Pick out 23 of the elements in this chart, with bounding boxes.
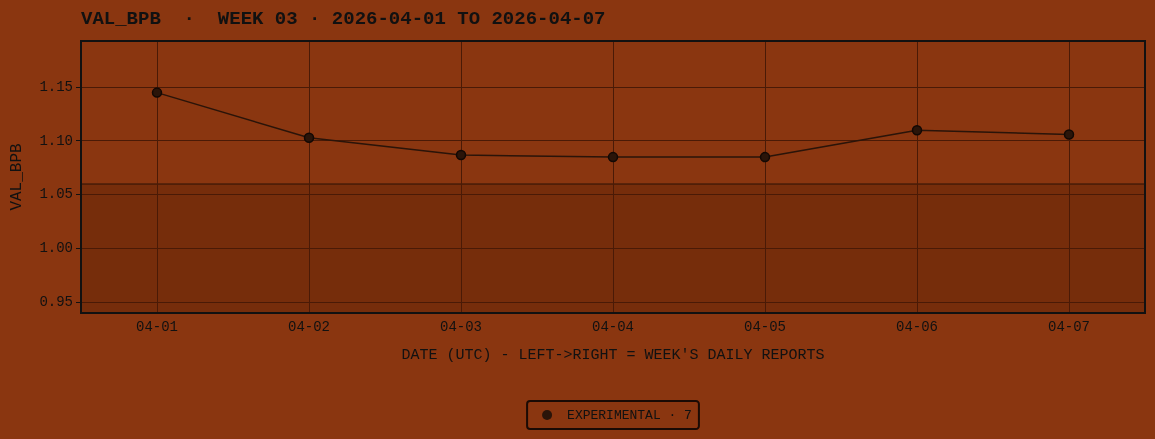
y-tick-label: 1.15 [39, 78, 73, 95]
y-tick-label: 1.00 [39, 240, 73, 257]
point [151, 87, 163, 98]
x-tick-label: 04-03 [439, 319, 483, 336]
y-axis-title: VAL_BPB [7, 143, 26, 211]
point [303, 132, 315, 144]
chart-title: VAL_BPB · WEEK 03 · 2026-04-01 TO 2026-04-07 [81, 7, 606, 30]
y-tick-label: 1.05 [39, 186, 73, 203]
point [607, 151, 619, 163]
x-tick-label: 04-07 [1047, 319, 1091, 336]
y-tick-label: 1.10 [39, 132, 73, 149]
x-tick-label: 04-05 [743, 319, 787, 336]
x-tick-label: 04-06 [895, 319, 939, 336]
x-tick-label: 04-02 [287, 319, 331, 336]
legend-label: EXPERIMENTAL · 7 [567, 408, 692, 424]
point [455, 149, 467, 161]
y-tick-label: 0.95 [39, 293, 73, 310]
point [759, 151, 771, 163]
x-tick-label: 04-04 [591, 319, 635, 336]
point [1063, 129, 1075, 140]
x-tick-label: 04-01 [135, 319, 179, 336]
x-axis-title: DATE (UTC) - LEFT->RIGHT = WEEK'S DAILY REPORTS [401, 346, 825, 364]
point [911, 124, 923, 136]
